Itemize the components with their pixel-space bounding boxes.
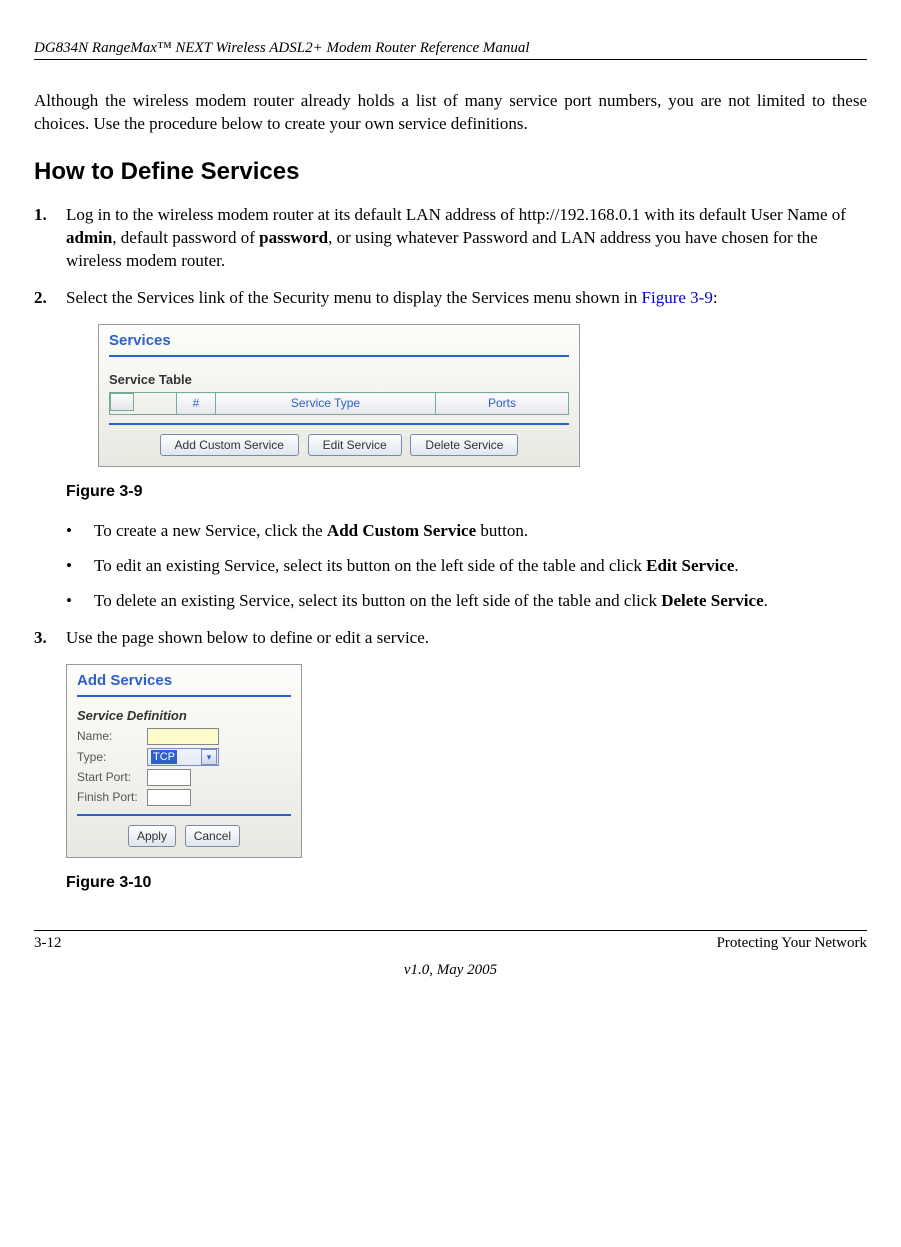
header-divider (34, 59, 867, 60)
delete-service-button[interactable]: Delete Service (410, 434, 518, 456)
type-label: Type: (77, 749, 147, 765)
type-value: TCP (151, 750, 177, 765)
page-number: 3-12 (34, 935, 62, 952)
service-table: # Service Type Ports (109, 392, 569, 414)
type-select[interactable]: TCP ▾ (147, 748, 219, 766)
manual-title: DG834N RangeMax™ NEXT Wireless ADSL2+ Mo… (34, 40, 867, 57)
add-services-divider (77, 695, 291, 697)
step-2-text-b: : (713, 288, 718, 307)
edit-service-button[interactable]: Edit Service (308, 434, 402, 456)
footer-divider (34, 930, 867, 931)
name-row: Name: (77, 728, 291, 745)
service-definition-label: Service Definition (77, 707, 291, 725)
add-services-button-divider (77, 814, 291, 816)
add-services-panel: Add Services Service Definition Name: Ty… (66, 664, 302, 858)
finish-port-label: Finish Port: (77, 789, 147, 805)
chevron-down-icon: ▾ (201, 749, 217, 765)
start-port-input[interactable] (147, 769, 191, 786)
version-info: v1.0, May 2005 (34, 962, 867, 979)
b3-a: To delete an existing Service, select it… (94, 591, 661, 610)
col-service-type: Service Type (215, 393, 435, 414)
step-1-admin: admin (66, 228, 112, 247)
step-3: Use the page shown below to define or ed… (34, 627, 867, 894)
col-select (110, 393, 134, 411)
finish-port-row: Finish Port: (77, 789, 291, 806)
services-title: Services (109, 331, 569, 351)
b2-b: . (734, 556, 738, 575)
services-panel: Services Service Table # Service Type Po… (98, 324, 580, 467)
b2-bold: Edit Service (646, 556, 734, 575)
figure-reference[interactable]: Figure 3-9 (642, 288, 713, 307)
intro-paragraph: Although the wireless modem router alrea… (34, 90, 867, 136)
section-heading: How to Define Services (34, 158, 867, 186)
step-1: Log in to the wireless modem router at i… (34, 204, 867, 273)
b3-bold: Delete Service (661, 591, 763, 610)
bullet-delete-service: To delete an existing Service, select it… (66, 590, 867, 613)
b3-b: . (764, 591, 768, 610)
type-row: Type: TCP ▾ (77, 748, 291, 766)
button-divider (109, 423, 569, 425)
step-2: Select the Services link of the Security… (34, 287, 867, 614)
chapter-title: Protecting Your Network (717, 935, 867, 952)
step-3-text: Use the page shown below to define or ed… (66, 628, 429, 647)
figure-3-9-caption: Figure 3-9 (66, 481, 867, 503)
cancel-button[interactable]: Cancel (185, 825, 240, 847)
step-1-text-b: , default password of (112, 228, 259, 247)
col-number: # (176, 393, 215, 414)
step-1-password: password (259, 228, 328, 247)
b1-bold: Add Custom Service (327, 521, 476, 540)
step-1-text-a: Log in to the wireless modem router at i… (66, 205, 846, 224)
add-services-title: Add Services (77, 671, 291, 691)
step-2-text-a: Select the Services link of the Security… (66, 288, 642, 307)
bullet-edit-service: To edit an existing Service, select its … (66, 555, 867, 578)
service-table-label: Service Table (109, 371, 569, 389)
start-port-row: Start Port: (77, 769, 291, 786)
figure-3-10-caption: Figure 3-10 (66, 872, 867, 894)
b1-b: button. (476, 521, 528, 540)
col-ports: Ports (436, 393, 569, 414)
services-divider (109, 355, 569, 357)
b1-a: To create a new Service, click the (94, 521, 327, 540)
bullet-add-service: To create a new Service, click the Add C… (66, 520, 867, 543)
finish-port-input[interactable] (147, 789, 191, 806)
footer-row: 3-12 Protecting Your Network (34, 935, 867, 952)
name-input[interactable] (147, 728, 219, 745)
start-port-label: Start Port: (77, 769, 147, 785)
name-label: Name: (77, 728, 147, 744)
b2-a: To edit an existing Service, select its … (94, 556, 646, 575)
add-custom-service-button[interactable]: Add Custom Service (160, 434, 299, 456)
apply-button[interactable]: Apply (128, 825, 176, 847)
